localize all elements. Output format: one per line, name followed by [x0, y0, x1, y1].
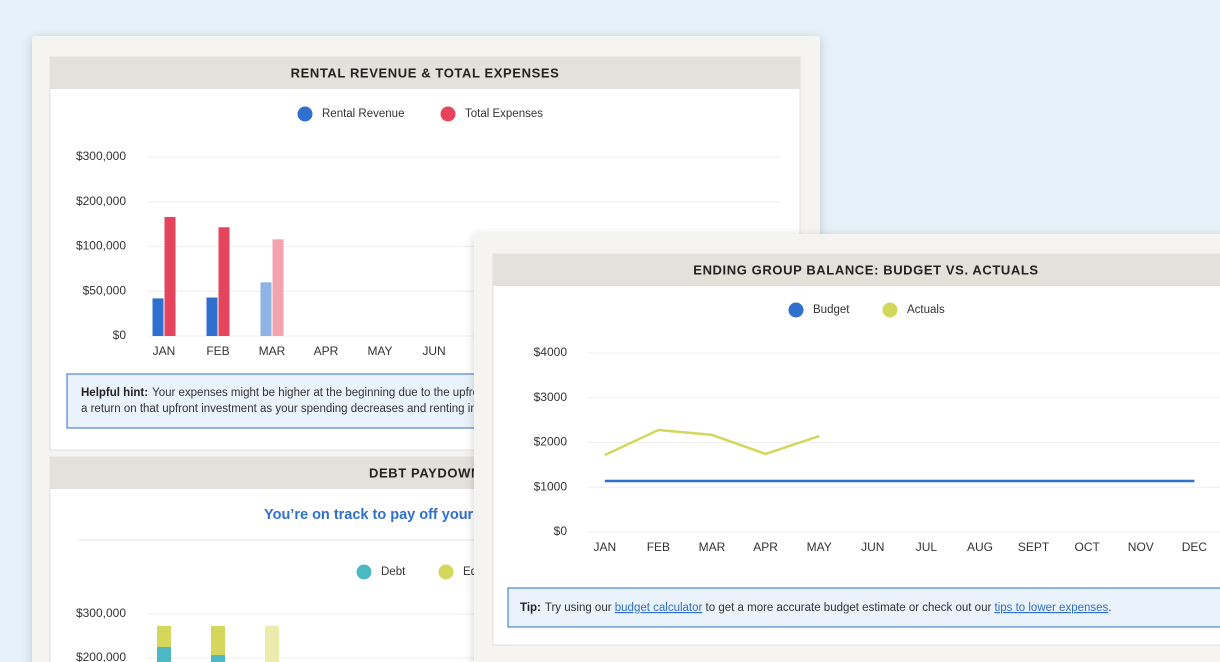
chart: $200,000$300,000DebtEquity	[76, 564, 780, 662]
x-tick-label: MAY	[807, 540, 832, 554]
legend-marker	[882, 302, 898, 318]
x-tick-label: FEB	[647, 540, 670, 554]
x-tick-label: MAY	[367, 344, 392, 358]
y-tick-label: $50,000	[83, 283, 127, 297]
y-tick-label: $100,000	[76, 239, 126, 253]
legend-marker	[356, 564, 372, 580]
legend-marker	[788, 302, 804, 318]
bar	[218, 227, 230, 336]
hint: Helpful hint: Your expenses might be high…	[81, 387, 485, 399]
y-tick-label: $300,000	[76, 606, 126, 620]
bar	[164, 216, 176, 336]
legend-label: Total Expenses	[465, 108, 543, 120]
legend-label: Rental Revenue	[322, 108, 404, 120]
y-tick-label: $1000	[534, 479, 568, 493]
x-tick-label: AUG	[967, 540, 993, 554]
y-tick-label: $300,000	[76, 149, 126, 163]
hint-text: a return on that upfront investment as y…	[81, 403, 483, 415]
x-tick-label: MAR	[259, 344, 286, 358]
x-tick-label: JUL	[916, 540, 938, 554]
y-tick-label: $0	[113, 328, 127, 342]
x-tick-label: FEB	[206, 344, 229, 358]
tip-text: Try using our	[545, 602, 615, 614]
bar-segment	[157, 647, 171, 662]
x-tick-label: JUN	[861, 540, 884, 554]
x-tick-label: SEPT	[1018, 540, 1050, 554]
bar	[152, 298, 164, 336]
card-header	[493, 254, 1220, 286]
legend-label: Debt	[381, 566, 406, 578]
chart-title: ENDING GROUP BALANCE: BUDGET VS. ACTUALS	[693, 262, 1038, 277]
link[interactable]: budget calculator	[615, 602, 703, 614]
x-tick-label: DEC	[1182, 540, 1208, 554]
tip-text: .	[1108, 602, 1111, 614]
x-tick-label: APR	[314, 344, 339, 358]
card	[492, 253, 1220, 646]
chart-title: RENTAL REVENUE & TOTAL EXPENSES	[291, 65, 560, 80]
tip-label: Tip:	[520, 602, 541, 614]
x-tick-label: JUN	[422, 344, 445, 358]
y-tick-label: $4000	[534, 345, 568, 359]
y-tick-label: $200,000	[76, 650, 126, 662]
line	[604, 428, 820, 457]
hint-label: Helpful hint:	[81, 387, 148, 399]
card-header	[50, 57, 800, 89]
legend-marker	[297, 106, 313, 122]
bar-segment	[265, 625, 279, 662]
legend-marker	[440, 106, 456, 122]
y-tick-label: $2000	[534, 435, 568, 449]
tip-box	[507, 587, 1220, 628]
x-tick-label: JAN	[153, 344, 176, 358]
legend-marker	[438, 564, 454, 580]
x-tick-label: JAN	[593, 540, 616, 554]
bar-segment	[211, 625, 225, 655]
x-tick-label: APR	[753, 540, 778, 554]
link[interactable]: tips to lower expenses	[995, 602, 1109, 614]
hint-text: Your expenses might be higher at the beg…	[152, 387, 485, 399]
y-tick-label: $200,000	[76, 194, 126, 208]
tip-text: to get a more accurate budget estimate o…	[702, 602, 994, 614]
chart: $0 $1000 $2000 $3000 $4000 Budget Actuals JAN FE…	[534, 302, 1220, 554]
tip: Tip: Try using our budget calculator to g…	[520, 602, 1112, 614]
bar	[272, 239, 284, 336]
bar-segment	[211, 654, 225, 662]
bar-segment	[157, 625, 171, 647]
legend-label: Actuals	[907, 304, 945, 316]
chart-title: DEBT PAYDOWN	[369, 465, 481, 480]
y-tick-label: $3000	[534, 390, 568, 404]
bar	[206, 297, 218, 336]
chart-subtitle: You’re on track to pay off your l	[264, 507, 481, 523]
bar	[260, 282, 272, 336]
chart: $0 $50,000 $100,000 $200,000 $300,000 Rental …	[76, 106, 780, 358]
y-tick-label: $0	[554, 524, 568, 538]
x-tick-label: MAR	[699, 540, 726, 554]
legend-label: Budget	[813, 304, 850, 316]
x-tick-label: NOV	[1128, 540, 1154, 554]
x-tick-label: OCT	[1075, 540, 1101, 554]
